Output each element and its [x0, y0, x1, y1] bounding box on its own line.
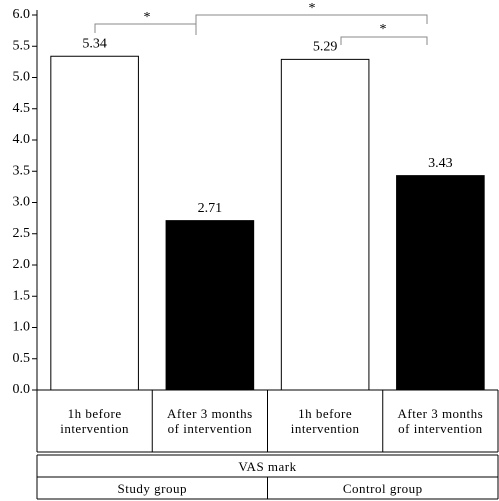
value-label: 5.29 — [313, 40, 338, 55]
y-tick-label: 3.5 — [13, 163, 31, 178]
y-tick-label: 0.0 — [13, 382, 31, 397]
y-tick-label: 5.0 — [13, 70, 31, 85]
x-axis-label: VAS mark — [238, 458, 297, 474]
value-label: 5.34 — [82, 36, 107, 51]
x-tick-label: After 3 months of intervention — [167, 406, 253, 436]
y-tick-label: 1.5 — [13, 288, 31, 303]
significance-label: * — [309, 1, 316, 16]
bar — [50, 55, 139, 391]
significance-bracket — [340, 36, 428, 45]
x-tick-label: After 3 months of intervention — [397, 406, 484, 436]
y-tick-label: 2.0 — [13, 257, 31, 272]
x-tick-label: 1h before intervention — [60, 406, 130, 436]
group-label: Control group — [342, 480, 423, 496]
x-tick-label: 1h before intervention — [290, 406, 360, 436]
value-label: 2.71 — [198, 201, 223, 216]
value-label: 3.43 — [428, 156, 453, 171]
significance-label: * — [144, 10, 151, 25]
bar — [396, 175, 485, 391]
bar — [165, 220, 255, 391]
y-tick-label: 5.5 — [13, 38, 31, 53]
y-tick-label: 4.5 — [13, 101, 31, 116]
y-tick-label: 3.0 — [13, 195, 31, 210]
y-tick-label: 4.0 — [13, 132, 31, 147]
y-tick-label: 1.0 — [13, 320, 31, 335]
y-tick-label: 2.5 — [13, 226, 31, 241]
significance-label: * — [380, 22, 387, 37]
significance-bracket — [195, 14, 428, 35]
y-tick-label: 6.0 — [13, 7, 31, 22]
y-tick-label: 0.5 — [13, 351, 31, 366]
group-label: Study group — [117, 480, 187, 496]
significance-bracket — [94, 23, 197, 35]
bar — [280, 58, 370, 391]
